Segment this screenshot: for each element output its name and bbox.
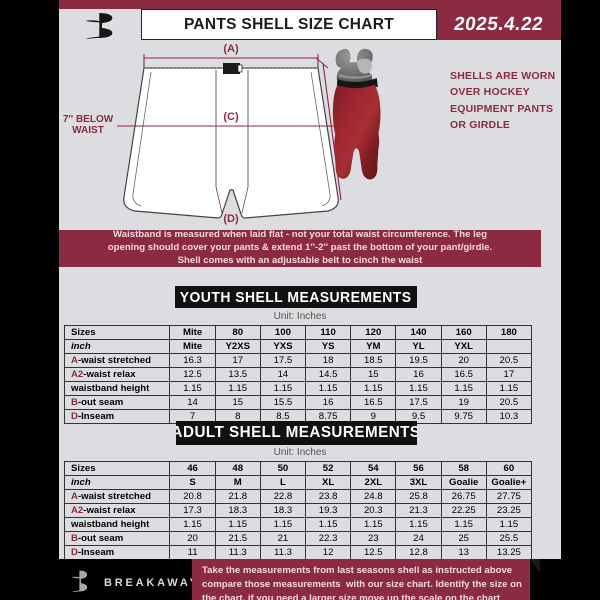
svg-text:(A): (A) bbox=[223, 43, 239, 55]
svg-text:(D): (D) bbox=[223, 213, 239, 225]
svg-text:7'' BELOW: 7'' BELOW bbox=[63, 114, 114, 125]
svg-text:(C): (C) bbox=[223, 111, 239, 123]
svg-text:WAIST: WAIST bbox=[72, 125, 104, 136]
